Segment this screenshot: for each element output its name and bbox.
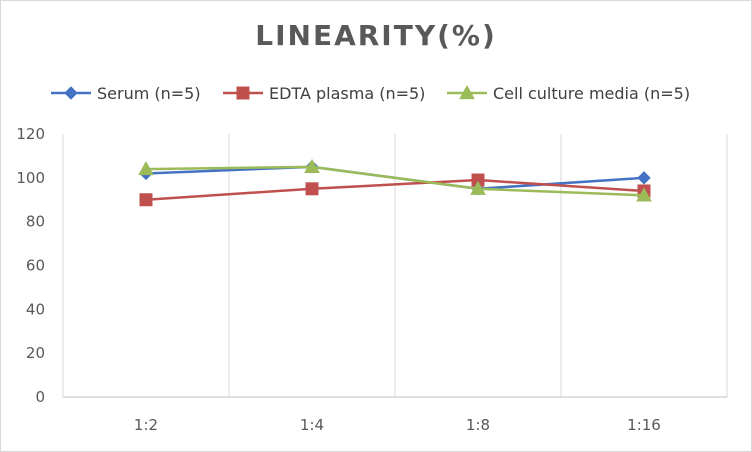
data-point-series-2 [305, 182, 319, 196]
legend-marker-3 [459, 84, 475, 100]
data-point-series-2 [139, 193, 153, 207]
legend-marker-1 [64, 86, 78, 100]
x-tick-label: 1:2 [134, 416, 158, 434]
x-tick-label: 1:16 [627, 416, 661, 434]
x-tick-label: 1:4 [300, 416, 324, 434]
series-line-2 [145, 178, 645, 201]
chart-title: LINEARITY(%) [255, 19, 497, 52]
data-point-series-3 [138, 161, 154, 176]
data-point-series-1 [637, 171, 651, 185]
y-tick-label: 0 [35, 388, 45, 406]
legend-label-2: EDTA plasma (n=5) [269, 84, 425, 103]
legend-label-3: Cell culture media (n=5) [493, 84, 690, 103]
y-tick-label: 20 [26, 344, 45, 362]
legend-label-1: Serum (n=5) [97, 84, 201, 103]
y-tick-label: 120 [16, 125, 45, 143]
data-point-series-3 [304, 158, 320, 173]
x-tick-label: 1:8 [466, 416, 490, 434]
series-line-3 [145, 165, 645, 197]
y-tick-label: 40 [26, 300, 45, 318]
y-tick-label: 100 [16, 169, 45, 187]
data-point-series-3 [636, 187, 652, 202]
legend-marker-2 [236, 86, 250, 100]
data-point-series-3 [470, 180, 486, 195]
y-tick-label: 60 [26, 257, 45, 275]
y-tick-label: 80 [26, 213, 45, 231]
